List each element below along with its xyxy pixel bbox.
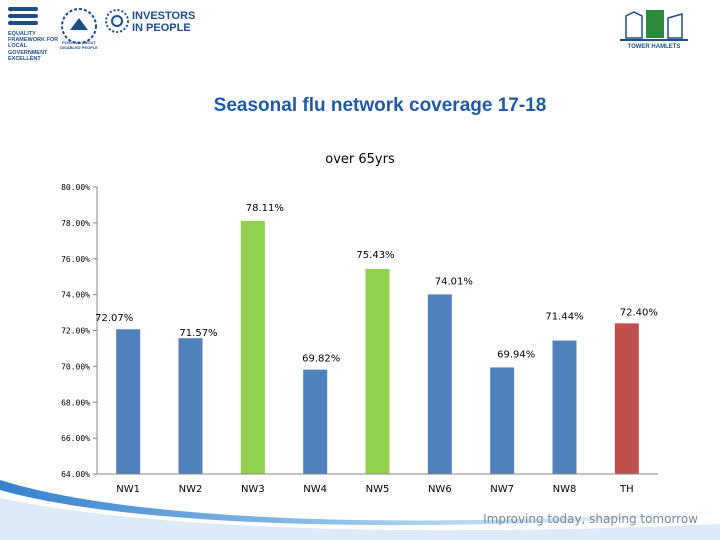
y-tick-label: 78.00% (61, 219, 90, 228)
logo-stripe (8, 14, 38, 18)
data-label: 69.94% (497, 349, 535, 360)
y-axis: 64.00% 66.00% 68.00% 70.00% 72.00% 74.00% 76.0… (61, 183, 98, 479)
bar-nw6 (427, 294, 452, 474)
iip-logo-mark (105, 9, 129, 33)
positive-logo-text: POSITIVE ABOUT DISABLED PEOPLE (60, 40, 98, 50)
positive-logo-mark (61, 8, 97, 44)
footer-slogan: Improving today, shaping tomorrow (483, 512, 698, 526)
x-tick-label: NW1 (116, 484, 140, 495)
slide-title: Seasonal flu network coverage 17-18 (213, 95, 547, 116)
logo-stripe (8, 7, 38, 11)
footer-swoosh (0, 480, 720, 540)
data-label: 72.40% (620, 307, 658, 318)
data-label: 71.44% (545, 312, 583, 323)
bar-nw4 (303, 369, 328, 474)
tower-hamlets-logo: TOWER HAMLETS (612, 4, 696, 54)
data-label: 69.82% (302, 354, 340, 365)
bar-nw5 (365, 268, 390, 474)
bar-nw1 (116, 329, 141, 474)
x-tick-label: NW3 (241, 484, 265, 495)
x-tick-label: NW7 (490, 484, 514, 495)
iip-logo-text: INVESTORS IN PEOPLE (132, 10, 196, 34)
logo-stripe (8, 21, 38, 25)
y-tick-label: 66.00% (61, 434, 90, 443)
data-label: 78.11% (246, 203, 284, 214)
x-tick-label: NW6 (428, 484, 452, 495)
y-tick-label: 74.00% (61, 291, 90, 300)
bar-nw7 (490, 367, 515, 474)
chart-title: over 65yrs (325, 152, 395, 167)
x-tick-label: NW5 (366, 484, 390, 495)
bar-nw2 (178, 338, 203, 474)
data-label: 75.43% (356, 250, 394, 261)
y-tick-label: 72.00% (61, 327, 90, 336)
y-tick-label: 68.00% (61, 398, 90, 407)
equality-framework-logo: EQUALITY FRAMEWORK FOR LOCAL GOVERNMENT … (8, 5, 58, 65)
data-label: 71.57% (179, 328, 217, 339)
data-label: 74.01% (435, 276, 473, 287)
y-tick-label: 64.00% (61, 470, 90, 479)
x-tick-label: NW8 (553, 484, 577, 495)
y-tick-label: 70.00% (61, 362, 90, 371)
tower-hamlets-logo-text: TOWER HAMLETS (627, 44, 681, 50)
tower-hamlets-logo-mark (620, 10, 688, 41)
y-tick-label: 76.00% (61, 255, 90, 264)
equality-logo-text: EQUALITY FRAMEWORK FOR LOCAL GOVERNMENT … (8, 31, 59, 62)
bars: 72.07% 71.57% 78.11% 69.82% 75.43% 74.01% 69.9… (95, 203, 658, 474)
bar-nw3 (240, 220, 265, 474)
x-axis: NW1 NW2 NW3 NW4 NW5 NW6 NW7 NW8 TH (97, 473, 658, 495)
y-tick-label: 80.00% (61, 183, 90, 192)
bar-nw8 (552, 340, 577, 474)
data-label: 72.07% (95, 313, 133, 324)
x-tick-label: NW4 (303, 484, 327, 495)
x-tick-label: NW2 (179, 484, 203, 495)
header-band: EQUALITY FRAMEWORK FOR LOCAL GOVERNMENT … (0, 0, 720, 70)
investors-in-people-logo: INVESTORS IN PEOPLE (104, 8, 195, 36)
x-tick-label: TH (619, 484, 634, 495)
bar-th (614, 323, 639, 474)
positive-about-disabled-logo: POSITIVE ABOUT DISABLED PEOPLE (58, 4, 100, 50)
